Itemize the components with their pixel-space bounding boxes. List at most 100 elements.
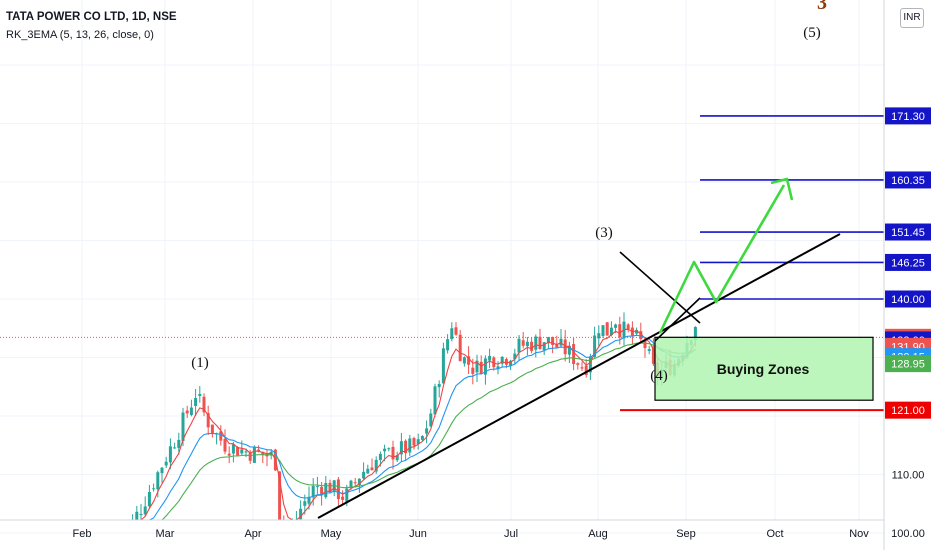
candle-body (135, 511, 139, 520)
indicator-label[interactable]: RK_3EMA (5, 13, 26, close, 0) (6, 29, 154, 41)
price-label: 121.00 (891, 405, 925, 417)
candle-body (378, 453, 382, 460)
price-label: 171.30 (891, 111, 925, 123)
candle-body (223, 438, 227, 452)
candle-body (551, 336, 555, 345)
candle-body (324, 483, 328, 498)
candle-body (168, 446, 172, 463)
price-label-bg (885, 223, 931, 241)
candle-body (387, 448, 391, 450)
price-label-bg (885, 290, 931, 308)
candle-body (479, 361, 483, 374)
candle-body (227, 453, 231, 456)
triangle-lower-line (654, 297, 701, 342)
candle-body (605, 322, 609, 336)
x-tick-label: Sep (676, 528, 696, 540)
candle-body (383, 448, 387, 452)
candle-body (240, 449, 244, 454)
candle-body (626, 324, 630, 329)
ema-26-line (120, 342, 696, 521)
candle-body (555, 343, 559, 348)
candle-body (433, 386, 437, 415)
price-label: 160.35 (891, 175, 925, 187)
candle-body (483, 358, 487, 375)
ema-lines (120, 328, 696, 521)
candle-body (454, 327, 458, 335)
candle-body (420, 436, 424, 440)
candle-body (567, 345, 571, 355)
candle-body (332, 480, 336, 493)
candle-body (467, 356, 471, 365)
candle-body (357, 478, 361, 486)
x-tick-label: May (321, 528, 342, 540)
x-tick-label: Jun (409, 528, 427, 540)
candle-body (299, 508, 303, 520)
candle-body (580, 367, 584, 369)
candles (131, 312, 697, 521)
candle-body (471, 367, 475, 374)
candle-body (395, 455, 399, 461)
candle-body (504, 359, 508, 365)
candle-body (509, 360, 513, 366)
candle-body (488, 355, 492, 361)
candle-body (614, 324, 618, 328)
x-tick-label: Oct (766, 528, 783, 540)
candle-body (651, 346, 655, 364)
y-tick-label: 110.00 (892, 470, 925, 482)
candle-body (236, 447, 240, 456)
y-tick-label: 100.00 (891, 528, 925, 540)
candle-body (521, 340, 525, 346)
candle-body (572, 344, 576, 364)
candle-body (588, 356, 592, 373)
candle-body (416, 439, 420, 445)
x-tick-label: Apr (244, 528, 261, 540)
candle-body (303, 501, 307, 506)
candle-body (437, 383, 441, 388)
x-tick-label: Aug (588, 528, 608, 540)
candle-body (450, 328, 454, 340)
candle-body (261, 451, 265, 456)
candle-body (525, 341, 529, 347)
candle-body (362, 471, 366, 479)
candle-body (492, 357, 496, 368)
wave-label: (4) (650, 368, 668, 384)
candle-body (353, 482, 357, 484)
candle-body (534, 336, 538, 350)
symbol-title[interactable]: TATA POWER CO LTD, 1D, NSE (6, 11, 177, 23)
currency-badge[interactable]: INR (900, 8, 924, 28)
candle-body (542, 342, 546, 351)
candle-body (185, 410, 189, 414)
candle-body (546, 337, 550, 344)
candle-body (425, 428, 429, 434)
candle-body (181, 412, 185, 441)
grid (0, 0, 884, 534)
candle-body (446, 339, 450, 351)
price-label: 151.45 (891, 227, 925, 239)
candle-body (345, 488, 349, 502)
candle-body (244, 451, 248, 453)
candle-body (315, 486, 319, 488)
candle-body (164, 461, 168, 466)
drawings: Buying Zones (1) (3) (4) (5) 3 (0, 0, 884, 519)
x-tick-label: Feb (73, 528, 92, 540)
price-label-bg (885, 253, 931, 271)
candle-body (219, 431, 223, 441)
candle-body (462, 357, 466, 364)
candle-body (248, 452, 252, 461)
candle-body (206, 412, 210, 428)
candle-body (429, 413, 433, 427)
wave-label: (3) (595, 225, 613, 241)
candle-body (391, 446, 395, 460)
candle-body (307, 496, 311, 504)
candle-body (441, 348, 445, 384)
candle-body (647, 349, 651, 351)
candle-body (513, 353, 517, 359)
candle-body (593, 335, 597, 357)
candle-body (177, 439, 181, 448)
candle-body (311, 485, 315, 498)
candle-body (618, 324, 622, 338)
candle-body (366, 468, 370, 474)
ema-5-line (120, 328, 696, 521)
